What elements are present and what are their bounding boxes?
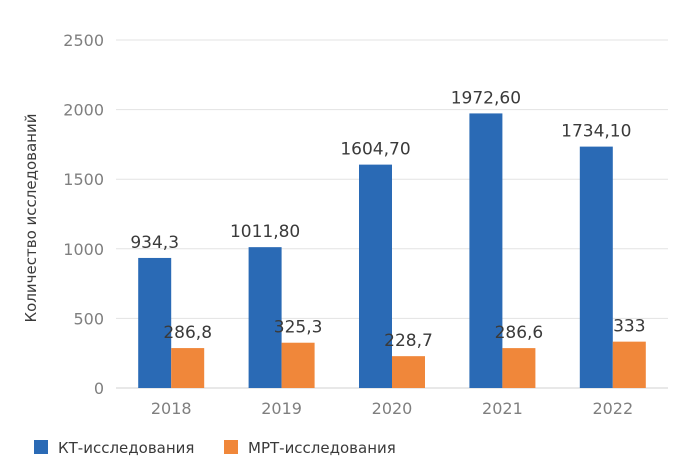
bar-kt-2019	[248, 247, 282, 388]
y-axis-title: Количество исследований	[22, 114, 40, 323]
data-label-kt-2022: 1734,10	[561, 122, 631, 142]
y-tick-label: 0	[94, 379, 104, 398]
bar-mrt-2018	[171, 348, 205, 388]
bar-mrt-2019	[281, 342, 315, 388]
data-label-kt-2020: 1604,70	[340, 140, 410, 160]
bars	[138, 113, 646, 389]
x-tick-label-2022: 2022	[592, 399, 633, 418]
legend: КТ-исследования МРТ-исследования	[34, 439, 396, 457]
data-label-mrt-2020: 228,7	[384, 331, 433, 351]
x-tick-label-2018: 2018	[151, 399, 192, 418]
data-label-mrt-2022: 333	[613, 317, 645, 337]
x-tick-label-2020: 2020	[372, 399, 413, 418]
data-label-kt-2018: 934,3	[130, 233, 179, 253]
y-axis-ticks: 0 500 1000 1500 2000 2500	[63, 31, 104, 398]
bar-kt-2021	[469, 113, 503, 389]
y-tick-label: 2500	[63, 31, 104, 50]
data-label-mrt-2018: 286,8	[163, 323, 212, 343]
bar-mrt-2021	[502, 348, 536, 388]
y-tick-label: 500	[73, 309, 104, 328]
data-label-mrt-2021: 286,6	[495, 323, 544, 343]
data-label-kt-2021: 1972,60	[451, 88, 521, 108]
legend-label-kt: КТ-исследования	[58, 439, 194, 457]
y-tick-label: 1500	[63, 170, 104, 189]
bar-kt-2020	[359, 164, 392, 388]
legend-label-mrt: МРТ-исследования	[248, 439, 396, 457]
y-tick-label: 1000	[63, 240, 104, 259]
bar-mrt-2020	[392, 356, 425, 388]
y-tick-label: 2000	[63, 101, 104, 120]
x-tick-label-2021: 2021	[482, 399, 523, 418]
legend-swatch-mrt	[224, 440, 238, 454]
x-axis-ticks: 2018 2019 2020 2021 2022	[151, 399, 633, 418]
data-label-kt-2019: 1011,80	[230, 222, 300, 242]
bar-mrt-2022	[612, 341, 646, 388]
legend-swatch-kt	[34, 440, 48, 454]
data-labels: 934,3 286,8 1011,80 325,3 1604,70 228,7 1972,6…	[130, 88, 645, 351]
x-tick-label-2019: 2019	[261, 399, 302, 418]
data-label-mrt-2019: 325,3	[274, 318, 323, 338]
bar-kt-2018	[138, 257, 172, 388]
bar-kt-2022	[579, 146, 613, 388]
